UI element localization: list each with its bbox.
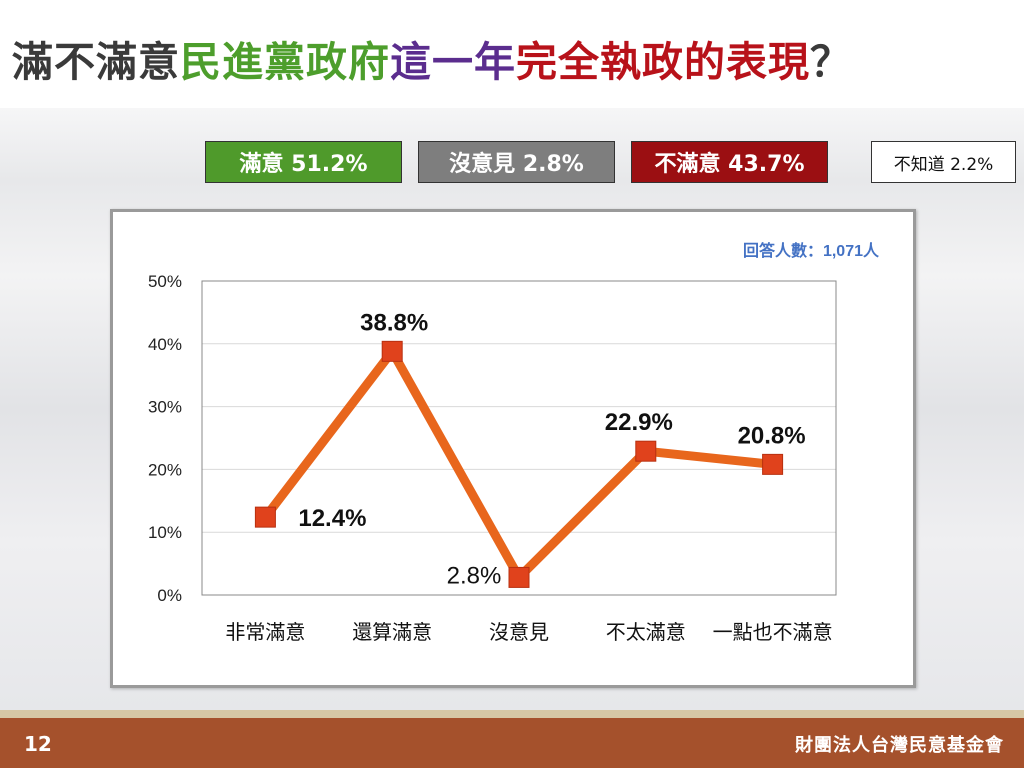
data-point-marker xyxy=(762,453,784,475)
slide-title: 滿不滿意民進黨政府這一年完全執政的表現？ xyxy=(12,28,852,88)
data-label: 22.9% xyxy=(605,409,673,436)
footer-stripe xyxy=(0,710,1024,720)
y-tick-label: 20% xyxy=(148,460,182,479)
page-number: 12 xyxy=(24,732,52,756)
data-point-marker xyxy=(635,440,657,462)
title-segment: 民進黨政府 xyxy=(180,38,390,86)
x-category-label: 不太滿意 xyxy=(606,620,686,644)
title-segment: 完全執政的表現 xyxy=(516,38,810,86)
title-segment: 滿不滿意 xyxy=(12,38,180,86)
y-tick-label: 30% xyxy=(148,398,182,417)
data-point-marker xyxy=(254,506,276,528)
y-tick-label: 0% xyxy=(157,586,182,605)
x-category-label: 還算滿意 xyxy=(352,620,432,644)
legend-dont-know: 不知道 2.2% xyxy=(871,141,1016,183)
series-line xyxy=(260,346,778,582)
legend-satisfied: 滿意 51.2% xyxy=(205,141,402,183)
y-tick-label: 10% xyxy=(148,523,182,542)
data-label: 12.4% xyxy=(298,505,366,532)
y-tick-label: 50% xyxy=(148,272,182,291)
chart-frame: 回答人數：1,071人 0% 10% 20% 30% 40% 50% 非常滿意 還算滿意 沒意見 不… xyxy=(110,209,916,688)
data-label: 2.8% xyxy=(447,562,502,589)
sample-size-note: 回答人數：1,071人 xyxy=(743,241,880,260)
data-label: 38.8% xyxy=(360,309,428,336)
line-chart: 回答人數：1,071人 0% 10% 20% 30% 40% 50% 非常滿意 還算滿意 沒意見 不… xyxy=(148,241,880,644)
x-category-label: 一點也不滿意 xyxy=(713,620,833,644)
data-label: 20.8% xyxy=(738,422,806,449)
organization-name: 財團法人台灣民意基金會 xyxy=(795,735,1004,756)
legend-no-opinion: 沒意見 2.8% xyxy=(418,141,615,183)
footer-bar: 12 財團法人台灣民意基金會 xyxy=(0,718,1024,768)
title-segment: ？ xyxy=(810,38,852,86)
y-tick-label: 40% xyxy=(148,335,182,354)
x-category-label: 沒意見 xyxy=(489,620,549,644)
legend-unsatisfied: 不滿意 43.7% xyxy=(631,141,828,183)
plot-area-border xyxy=(201,280,837,596)
data-point-marker xyxy=(381,340,403,362)
title-segment: 這一年 xyxy=(390,38,516,86)
x-category-label: 非常滿意 xyxy=(225,620,305,644)
data-point-marker xyxy=(508,566,530,588)
